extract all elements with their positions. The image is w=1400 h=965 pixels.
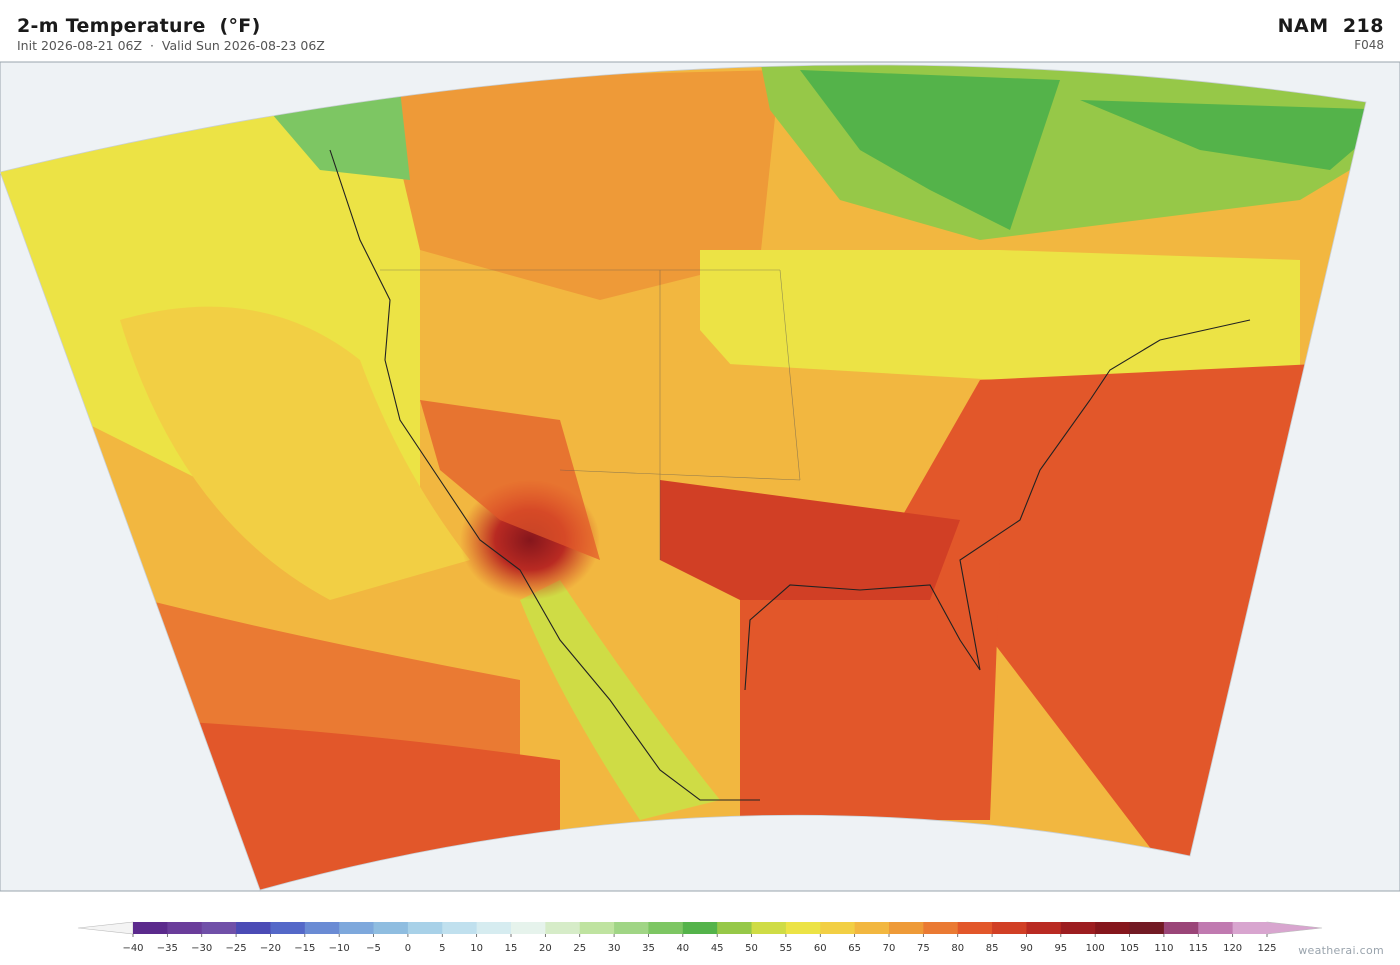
colorbar-segment bbox=[785, 922, 821, 934]
colorbar-tick-label: 45 bbox=[711, 943, 724, 954]
colorbar-segment bbox=[373, 922, 409, 934]
colorbar-tick-label: 95 bbox=[1054, 943, 1067, 954]
colorbar-segment bbox=[1232, 922, 1268, 934]
colorbar-segment bbox=[236, 922, 271, 934]
colorbar-tick-label: 20 bbox=[539, 943, 552, 954]
colorbar-tick-label: 90 bbox=[1020, 943, 1033, 954]
colorbar-tick-label: −15 bbox=[294, 943, 315, 954]
colorbar-extend-high bbox=[1266, 921, 1323, 935]
colorbar-segment bbox=[511, 922, 546, 934]
colorbar-tick-label: −40 bbox=[122, 943, 143, 954]
colorbar-segment bbox=[889, 922, 924, 934]
colorbar-segment bbox=[717, 922, 753, 934]
colorbar-tick-label: 0 bbox=[405, 943, 411, 954]
colorbar-segment bbox=[270, 922, 306, 934]
colorbar-segment bbox=[751, 922, 787, 934]
colorbar-segment bbox=[1060, 922, 1096, 934]
colorbar-tick-label: 40 bbox=[676, 943, 689, 954]
borders bbox=[380, 269, 801, 560]
credit: weatherai.com bbox=[1298, 944, 1384, 957]
colorbar-tick-label: −25 bbox=[226, 943, 247, 954]
map-subtitle: Init 2026-08-21 06Z · Valid Sun 2026-08-… bbox=[17, 38, 325, 53]
domain-outline bbox=[0, 64, 1367, 891]
colorbar-tick-label: 55 bbox=[780, 943, 793, 954]
colorbar-tick-label: 125 bbox=[1257, 943, 1276, 954]
colorbar-tick-label: 65 bbox=[848, 943, 861, 954]
colorbar-segment bbox=[476, 922, 512, 934]
colorbar-segment bbox=[682, 922, 718, 934]
colorbar-segment bbox=[304, 922, 340, 934]
colorbar-segment bbox=[648, 922, 684, 934]
colorbar-segment bbox=[992, 922, 1027, 934]
map-title: 2-m Temperature (°F) bbox=[17, 15, 261, 37]
colorbar-tick-label: 120 bbox=[1223, 943, 1242, 954]
colorbar-tick-label: 60 bbox=[814, 943, 827, 954]
colorbar-tick-label: 110 bbox=[1154, 943, 1173, 954]
colorbar-tick-label: 35 bbox=[642, 943, 655, 954]
colorbar-tick-label: 50 bbox=[745, 943, 758, 954]
colorbar-tick-label: 105 bbox=[1120, 943, 1139, 954]
colorbar-segment bbox=[1198, 922, 1234, 934]
temperature-field bbox=[0, 64, 1366, 891]
colorbar-tick-label: 75 bbox=[917, 943, 930, 954]
colorbar-segment bbox=[854, 922, 890, 934]
colorbar: −40 −35 −30 −25 −20 −15 −10 −5 0 5 10 15 20 25 30 35 40 4… bbox=[77, 921, 1323, 954]
colorbar-tick-label: 10 bbox=[470, 943, 483, 954]
colorbar-segment bbox=[1095, 922, 1131, 934]
model-name: NAM 218 bbox=[1277, 15, 1384, 37]
colorbar-tick-label: 25 bbox=[573, 943, 586, 954]
colorbar-tick-label: 70 bbox=[883, 943, 896, 954]
colorbar-tick-label: −10 bbox=[329, 943, 350, 954]
colorbar-segment bbox=[442, 922, 478, 934]
colorbar-tick-label: 100 bbox=[1086, 943, 1105, 954]
forecast-hour: F048 bbox=[1354, 38, 1384, 52]
colorbar-tick-label: −35 bbox=[157, 943, 178, 954]
colorbar-segment bbox=[957, 922, 993, 934]
colorbar-tick-label: −20 bbox=[260, 943, 281, 954]
colorbar-tick-label: 115 bbox=[1189, 943, 1208, 954]
colorbar-segment bbox=[545, 922, 581, 934]
colorbar-segment bbox=[339, 922, 375, 934]
colorbar-segment bbox=[1129, 922, 1165, 934]
colorbar-segment bbox=[614, 922, 649, 934]
colorbar-tick-label: 30 bbox=[608, 943, 621, 954]
colorbar-tick-label: −30 bbox=[191, 943, 212, 954]
colorbar-segment bbox=[923, 922, 959, 934]
colorbar-tick-label: 5 bbox=[439, 943, 445, 954]
colorbar-segment bbox=[579, 922, 615, 934]
coastline bbox=[329, 149, 1251, 801]
colorbar-tick-label: 85 bbox=[986, 943, 999, 954]
colorbar-tick-label: 15 bbox=[505, 943, 518, 954]
colorbar-segment bbox=[407, 922, 443, 934]
colorbar-tick-label: −5 bbox=[366, 943, 381, 954]
colorbar-extend-low bbox=[77, 921, 134, 935]
colorbar-segment bbox=[820, 922, 856, 934]
colorbar-segment bbox=[201, 922, 237, 934]
colorbar-segment bbox=[1163, 922, 1199, 934]
colorbar-tick-label: 80 bbox=[951, 943, 964, 954]
colorbar-segment bbox=[133, 922, 168, 934]
colorbar-segment bbox=[167, 922, 203, 934]
colorbar-segment bbox=[1026, 922, 1062, 934]
